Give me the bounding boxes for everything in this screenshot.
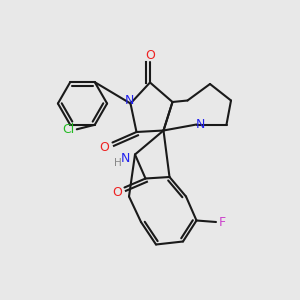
Text: O: O bbox=[145, 49, 155, 62]
Text: N: N bbox=[124, 94, 134, 107]
Text: O: O bbox=[112, 186, 122, 200]
Text: H: H bbox=[114, 158, 122, 168]
Text: O: O bbox=[99, 141, 109, 154]
Text: F: F bbox=[219, 215, 226, 229]
Text: N: N bbox=[195, 118, 205, 131]
Text: N: N bbox=[121, 152, 130, 165]
Text: Cl: Cl bbox=[62, 123, 74, 136]
